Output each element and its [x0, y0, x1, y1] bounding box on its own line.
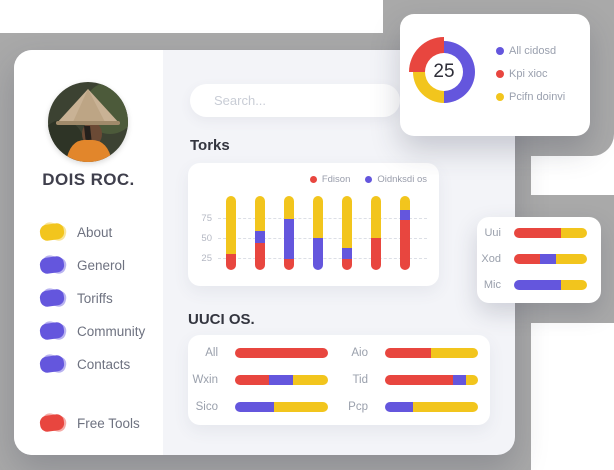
legend-item-kpi-xioc[interactable]: Kpi xioc	[496, 68, 565, 80]
hbar-track	[514, 280, 587, 290]
blob-icon	[39, 220, 68, 243]
torks-chart-card: Fdison Oidnksdi os 75 50 25	[188, 163, 439, 286]
hbar-track	[514, 254, 587, 264]
legend-item-pcifn-doinvi[interactable]: Pcifn doinvi	[496, 91, 565, 103]
hbar-track	[235, 402, 328, 412]
hbar-track	[385, 375, 478, 385]
sidebar-item-free-tools[interactable]: Free Tools	[39, 411, 140, 434]
hbar-row-xod: Xod	[481, 252, 587, 265]
avatar-photo-illustration	[48, 82, 128, 162]
stacked-bar	[371, 196, 381, 270]
blob-icon	[39, 319, 68, 342]
row-label: Mic	[483, 278, 501, 291]
hbar-track	[235, 348, 328, 358]
sidebar-item-about[interactable]: About	[39, 220, 145, 243]
hbar-track	[385, 402, 478, 412]
legend-dot-icon	[365, 176, 373, 183]
hbar-row-sico: Sico	[188, 400, 328, 413]
uuci-left-column: All Wxin Sico	[188, 346, 328, 429]
stacked-bar	[400, 196, 410, 270]
sidebar-item-label: Community	[77, 323, 146, 339]
uuci-right-column: Aio Tid Pcp	[338, 346, 478, 429]
row-label: All	[205, 346, 218, 359]
sidebar-item-label: Toriffs	[77, 290, 113, 306]
hbar-row-pcp: Pcp	[338, 400, 478, 413]
legend-dot-icon	[496, 47, 504, 55]
blob-icon	[39, 253, 68, 276]
stacked-bar-chart	[226, 196, 410, 270]
donut-legend: All cidosd Kpi xioc Pcifn doinvi	[496, 45, 565, 114]
row-label: Sico	[195, 400, 218, 413]
blob-icon	[39, 286, 68, 309]
legend-item-oidnksdi-os[interactable]: Oidnksdi os	[365, 174, 427, 185]
chart-legend: Fdison Oidnksdi os	[309, 174, 427, 185]
legend-label: Kpi xioc	[509, 68, 548, 80]
sidebar-item-label: Contacts	[77, 356, 131, 372]
hbar-track	[235, 375, 328, 385]
sidebar-menu: About Generol Toriffs Community Contacts	[39, 220, 146, 387]
legend-label: All cidosd	[509, 45, 557, 57]
row-label: Uui	[484, 226, 501, 239]
hbar-track	[514, 228, 587, 238]
y-axis-tick: 25	[201, 253, 212, 264]
avatar[interactable]	[48, 82, 128, 162]
stacked-bar	[284, 196, 294, 270]
donut-center-value: 25	[425, 53, 463, 91]
profile-sidebar: DOIS ROC. About Generol Toriffs Communit…	[14, 50, 163, 455]
hbar-track	[385, 348, 478, 358]
row-label: Wxin	[192, 373, 218, 386]
uuci-bars-card: All Wxin Sico Aio Tid Pcp	[188, 335, 490, 425]
legend-label: Oidnksdi os	[377, 174, 427, 185]
mini-bars-card: Uui Xod Mic	[477, 217, 601, 303]
stacked-bar	[342, 196, 352, 270]
hbar-row-wxin: Wxin	[188, 373, 328, 386]
legend-label: Pcifn doinvi	[509, 91, 566, 103]
legend-dot-icon	[496, 93, 504, 101]
y-axis-tick: 75	[201, 213, 212, 224]
legend-item-all-cidosd[interactable]: All cidosd	[496, 45, 565, 57]
sidebar-item-community[interactable]: Community	[39, 319, 146, 342]
row-label: Aio	[351, 346, 368, 359]
sidebar-item-generol[interactable]: Generol	[39, 253, 145, 276]
section-title-torks: Torks	[190, 137, 230, 154]
donut-chart: 25	[409, 37, 479, 107]
sidebar-item-label: About	[77, 224, 113, 240]
blob-icon	[39, 411, 68, 434]
hbar-row-tid: Tid	[338, 373, 478, 386]
hbar-row-uui: Uui	[481, 226, 587, 239]
row-label: Tid	[352, 373, 368, 386]
row-label: Pcp	[348, 400, 368, 413]
legend-dot-icon	[496, 70, 504, 78]
legend-label: Fdison	[321, 174, 351, 185]
hbar-row-mic: Mic	[481, 278, 587, 291]
mini-bars-rows: Uui Xod Mic	[481, 226, 587, 306]
kpi-donut-card: 25 All cidosd Kpi xioc Pcifn doinvi	[400, 14, 590, 136]
profile-name: DOIS ROC.	[42, 170, 135, 189]
blob-icon	[39, 352, 68, 375]
sidebar-item-toriffs[interactable]: Toriffs	[39, 286, 145, 309]
hbar-row-aio: Aio	[338, 346, 478, 359]
hbar-row-all: All	[188, 346, 328, 359]
stacked-bar	[226, 196, 236, 270]
y-axis-tick: 50	[201, 233, 212, 244]
sidebar-item-label: Generol	[77, 257, 126, 273]
legend-dot-icon	[309, 176, 317, 183]
search-input[interactable]	[190, 84, 400, 117]
row-label: Xod	[481, 252, 501, 265]
section-title-uuci: UUCI OS.	[188, 311, 255, 328]
stacked-bar	[255, 196, 265, 270]
sidebar-item-contacts[interactable]: Contacts	[39, 352, 145, 375]
sidebar-item-label: Free Tools	[77, 415, 140, 431]
legend-item-fdison[interactable]: Fdison	[309, 174, 351, 185]
stacked-bar	[313, 196, 323, 270]
